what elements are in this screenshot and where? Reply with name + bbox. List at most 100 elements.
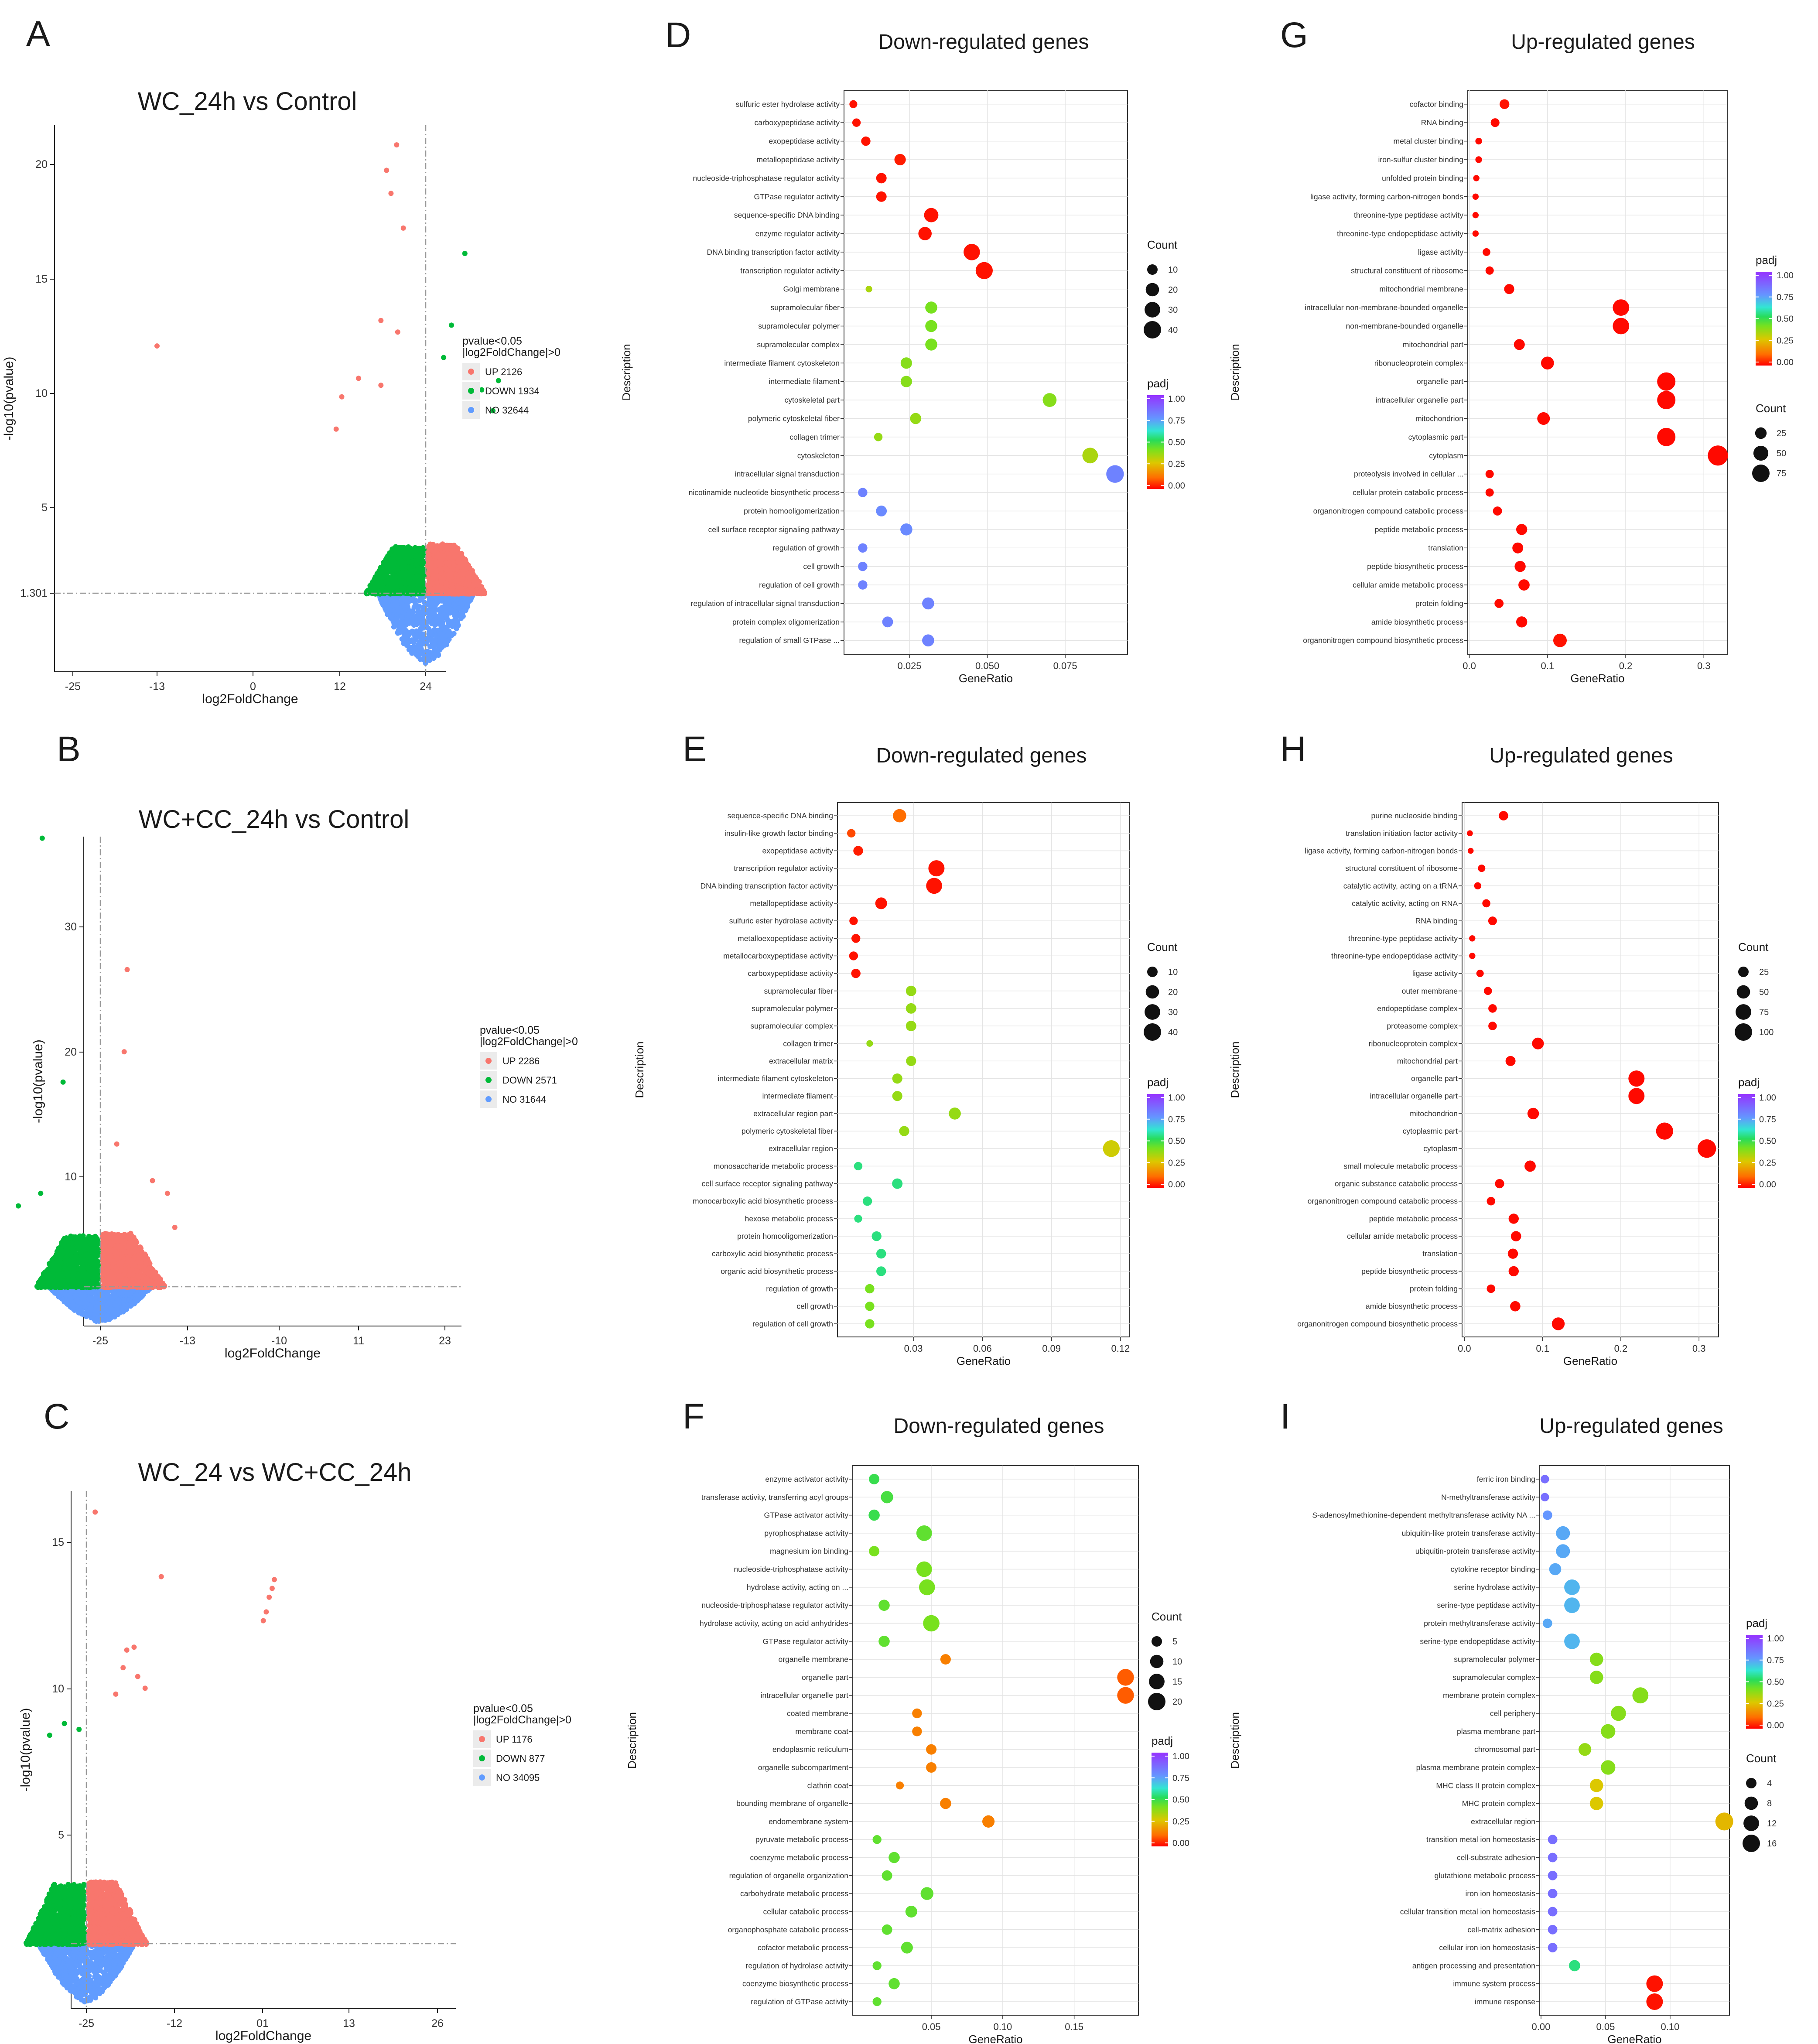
down-point [417,582,423,588]
no-point [417,635,423,641]
no-point [391,624,396,630]
down-point [402,580,407,586]
up-point [469,588,475,593]
x-tick-label: 0 [250,680,256,693]
points-up [154,142,487,597]
panel-letter: B [57,729,81,769]
down-point [380,566,386,572]
no-point [129,1299,135,1305]
no-point [420,611,426,617]
points-no [375,591,476,666]
legend-label: UP 2126 [485,366,522,377]
no-point [417,598,422,604]
points-up [99,967,178,1290]
up-point [458,571,464,577]
up-point [480,590,485,595]
up-point [468,574,473,580]
no-point [431,608,437,614]
up-point [433,568,438,574]
no-point [426,615,431,620]
no-point [460,611,465,617]
down-point [400,559,405,565]
no-point [400,602,405,607]
no-point [437,631,443,636]
up-point [395,329,400,335]
no-point [398,620,403,625]
up-point [388,191,394,196]
up-point [428,542,433,547]
no-point [416,604,422,609]
down-point [368,587,373,593]
up-point [154,343,160,349]
up-point [464,566,469,572]
legend-key [468,369,474,375]
up-point [441,554,447,560]
no-point [458,615,464,621]
no-point [424,623,429,629]
up-point [427,555,433,561]
no-point [434,601,439,607]
no-point [78,1292,84,1298]
up-point [435,552,441,557]
x-axis-label: log2FoldChange [225,1346,321,1360]
x-tick-label: 24 [420,680,432,693]
no-point [112,1310,118,1316]
no-point [435,651,441,656]
legend-key [468,388,474,394]
up-point [451,548,457,553]
up-point [476,582,482,588]
no-point [418,651,424,657]
no-point [100,1302,106,1307]
no-point [107,1301,113,1307]
no-point [444,614,450,620]
down-point [399,584,405,590]
volcano-panel-a: AWC_24h vs Control-25 -13 0 12 2420151051.30… [2,14,560,706]
down-point [397,574,403,579]
y-tick-label: 20 [35,158,48,171]
x-tick-label: -13 [149,680,165,693]
down-point [372,576,378,581]
no-point [440,636,445,641]
no-point [435,615,441,620]
up-point [447,560,452,565]
x-tick-label: 12 [334,680,346,693]
legend-key [468,407,474,413]
down-point [399,553,404,558]
no-point [410,609,416,615]
no-point [445,619,451,624]
down-point [381,574,387,579]
legend-label: DOWN 1934 [485,386,540,396]
no-point [429,600,435,606]
no-point [431,642,437,647]
no-point [68,1292,73,1298]
no-point [443,605,448,611]
legend-label: NO 32644 [485,405,529,416]
down-point [414,553,420,558]
up-point [438,566,444,571]
no-point [82,1312,88,1317]
legend: pvalue<0.05|log2FoldChange|>0UP 2126DOWN… [462,335,560,419]
up-point [451,567,456,572]
no-point [390,603,395,608]
panel-letter: A [26,14,50,54]
no-point [115,1304,120,1309]
no-point [99,1313,104,1319]
up-point [430,573,436,578]
no-point [445,632,451,638]
no-point [63,1298,68,1303]
down-point [413,562,419,567]
x-axis-label: log2FoldChange [202,692,298,706]
no-point [410,597,415,603]
legend-title-line1: pvalue<0.05 [462,335,522,347]
down-point [441,355,447,360]
down-point [407,576,412,581]
down-point [410,582,416,588]
y-tick-label: 20 [65,1046,77,1058]
no-point [394,602,400,608]
no-point [402,629,408,634]
down-point [449,322,454,328]
no-point [68,1299,74,1304]
up-point [428,564,434,569]
up-point [378,383,384,388]
no-point [435,619,441,625]
